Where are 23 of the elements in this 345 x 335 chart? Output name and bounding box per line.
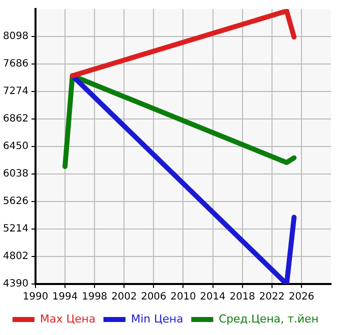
y-tick-label: 5214 <box>2 224 28 235</box>
y-tick-label: 4390 <box>2 278 28 290</box>
x-tick-label: 2014 <box>200 292 226 303</box>
y-tick-label: 7274 <box>2 86 28 98</box>
legend-label: Max Цена <box>40 312 96 326</box>
legend-label: Сред.Цена, т.йен <box>218 312 319 326</box>
x-tick-label: 2006 <box>140 292 166 303</box>
y-tick-label: 5626 <box>2 196 28 208</box>
y-tick-label: 6450 <box>2 141 28 152</box>
y-tick-label: 6038 <box>2 168 28 180</box>
x-tick-label: 2010 <box>170 292 196 303</box>
y-tick-label: 6862 <box>2 114 28 125</box>
y-tick-label: 4802 <box>2 251 28 262</box>
x-tick-label: 1998 <box>82 292 108 303</box>
y-tick-label: 8098 <box>2 31 28 42</box>
legend-label: Min Цена <box>130 312 184 326</box>
x-tick-label: 2002 <box>111 292 137 303</box>
x-tick-label: 2026 <box>288 292 314 303</box>
x-tick-label: 1994 <box>52 292 78 303</box>
x-tick-label: 2022 <box>259 292 285 303</box>
x-tick-label: 2018 <box>230 292 256 303</box>
y-tick-label: 7686 <box>2 58 28 70</box>
x-tick-label: 1990 <box>22 292 48 303</box>
